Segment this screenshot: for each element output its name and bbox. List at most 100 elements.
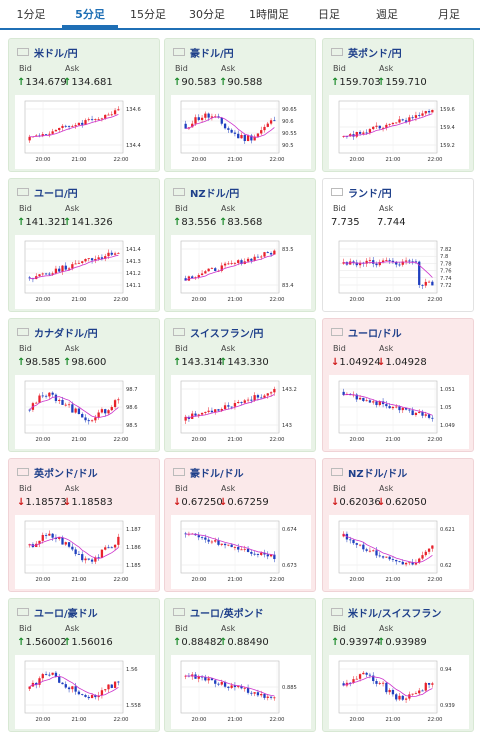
ask-label: Ask: [221, 204, 236, 213]
currency-card[interactable]: ユーロ/英ポンド Bid Ask ↑0.88482 ↑0.88490 0.885 20:00…: [164, 598, 316, 732]
currency-card[interactable]: ランド/円 Bid Ask 7.735 7.744 7.82 7.8 7.78 7.76 7.74…: [322, 178, 474, 312]
candle-body: [368, 260, 372, 261]
currency-pair-link[interactable]: 英ポンド/円: [348, 49, 402, 60]
chart-container[interactable]: 0.94 0.939 20:00 21:00 22:00: [329, 655, 469, 729]
candle-body: [240, 260, 243, 264]
candle-body: [110, 252, 113, 255]
candle-body: [424, 414, 427, 416]
currency-card[interactable]: 米ドル/スイスフラン Bid Ask ↑0.93974 ↑0.93989 0.94 0.93…: [322, 598, 474, 732]
chart-container[interactable]: 143.2 143 20:00 21:00 22:00: [171, 375, 311, 449]
currency-card[interactable]: 豪ドル/ドル Bid Ask ↓0.67250 ↓0.67259 0.674 0.673 20…: [164, 458, 316, 592]
candle-body: [71, 404, 74, 413]
bid-label: Bid: [333, 624, 346, 633]
currency-pair-link[interactable]: 英ポンド/ドル: [34, 469, 98, 480]
tab-timeframe[interactable]: 1分足: [16, 8, 46, 21]
chart-container[interactable]: 90.65 90.6 90.55 90.5 20:00 21:00 22:00: [171, 95, 311, 169]
tab-timeframe[interactable]: 週足: [376, 8, 398, 21]
candle-body: [269, 554, 273, 557]
y-tick-label: 7.74: [440, 276, 452, 282]
currency-pair-link[interactable]: NZドル/円: [190, 189, 240, 200]
chart-container[interactable]: 1.187 1.186 1.185 20:00 21:00 22:00: [15, 515, 155, 589]
candle-body: [260, 256, 263, 258]
currency-pair-link[interactable]: 米ドル/円: [34, 49, 78, 60]
currency-card[interactable]: NZドル/円 Bid Ask ↑83.556 ↑83.568 83.5 83.4 20:00 2…: [164, 178, 316, 312]
x-tick-label: 21:00: [228, 297, 243, 303]
x-tick-label: 20:00: [350, 157, 365, 163]
chart-container[interactable]: 141.4 141.3 141.2 141.1 20:00 21:00 22:00: [15, 235, 155, 309]
candle-body: [204, 113, 207, 118]
currency-card[interactable]: 豪ドル/円 Bid Ask ↑90.583 ↑90.588 90.65 90.6 90.55 9…: [164, 38, 316, 172]
currency-pair-link[interactable]: ユーロ/豪ドル: [34, 609, 98, 620]
chart-container[interactable]: 83.5 83.4 20:00 21:00 22:00: [171, 235, 311, 309]
ask-value: 0.62050: [385, 497, 427, 508]
currency-pair-link[interactable]: スイスフラン/円: [190, 329, 264, 340]
candle-body: [266, 123, 269, 127]
currency-pair-link[interactable]: ユーロ/円: [34, 189, 78, 200]
currency-card[interactable]: ユーロ/円 Bid Ask ↑141.321 ↑141.326 141.4 141.3 141…: [8, 178, 160, 312]
currency-pair-link[interactable]: ユーロ/ドル: [348, 329, 402, 340]
arrow-up-icon: ↑: [331, 637, 340, 648]
currency-card[interactable]: カナダドル/円 Bid Ask ↑98.585 ↑98.600 98.7 98.6 98.5 2…: [8, 318, 160, 452]
tab-timeframe[interactable]: 5分足: [62, 0, 118, 28]
ask-value: 1.04928: [385, 357, 427, 368]
candle-body: [237, 547, 240, 550]
currency-card[interactable]: 英ポンド/円 Bid Ask ↑159.703 ↑159.710 159.6 159.4 15…: [322, 38, 474, 172]
chart-container[interactable]: 159.6 159.4 159.2 20:00 21:00 22:00: [329, 95, 469, 169]
chart-container[interactable]: 134.6 134.4 20:00 21:00 22:00: [15, 95, 155, 169]
candle-body: [269, 392, 273, 394]
currency-pair-link[interactable]: ランド/円: [348, 189, 392, 200]
candle-body: [87, 258, 90, 260]
chart-container[interactable]: 1.051 1.05 1.049 20:00 21:00 22:00: [329, 375, 469, 449]
candle-body: [372, 675, 375, 682]
bid-label: Bid: [19, 204, 32, 213]
candle-body: [194, 117, 197, 124]
chart-container[interactable]: 0.674 0.673 20:00 21:00 22:00: [171, 515, 311, 589]
chart-container[interactable]: 0.621 0.62 20:00 21:00 22:00: [329, 515, 469, 589]
bid-price: ↓0.67250: [173, 497, 223, 508]
chart-container[interactable]: 0.885 20:00 21:00 22:00: [171, 655, 311, 729]
currency-pair-link[interactable]: NZドル/ドル: [348, 469, 408, 480]
chart-container[interactable]: 1.56 1.558 20:00 21:00 22:00: [15, 655, 155, 729]
bid-price: ↑159.703: [331, 77, 381, 88]
candle-body: [250, 399, 253, 401]
candle-body: [207, 410, 210, 412]
currency-pair-link[interactable]: ユーロ/英ポンド: [190, 609, 264, 620]
x-tick-label: 22:00: [428, 577, 443, 583]
tab-timeframe[interactable]: 15分足: [130, 8, 166, 21]
tab-timeframe[interactable]: 月足: [438, 8, 460, 21]
currency-pair-link[interactable]: 豪ドル/ドル: [190, 469, 244, 480]
candle-body: [431, 683, 434, 685]
currency-card[interactable]: NZドル/ドル Bid Ask ↓0.62036 ↓0.62050 0.621 0.62 20…: [322, 458, 474, 592]
tab-timeframe[interactable]: 1時間足: [249, 8, 289, 21]
candle-body: [365, 260, 368, 264]
y-tick-label: 7.8: [440, 254, 448, 260]
tab-timeframe[interactable]: 30分足: [189, 8, 225, 21]
candle-body: [388, 124, 391, 125]
candle-body: [263, 126, 266, 131]
candle-body: [54, 268, 58, 274]
candle-body: [362, 544, 365, 550]
chart-container[interactable]: 7.82 7.8 7.78 7.76 7.74 7.72 20:00 21:00 22:00: [329, 235, 469, 309]
candle-body: [100, 118, 104, 120]
candle-body: [113, 681, 117, 688]
candle-body: [54, 130, 58, 132]
price-chart: 0.621 0.62 20:00 21:00 22:00: [338, 520, 455, 583]
tab-timeframe[interactable]: 日足: [318, 8, 340, 21]
y-tick-label: 90.65: [282, 107, 297, 113]
currency-pair-link[interactable]: 豪ドル/円: [190, 49, 234, 60]
currency-card[interactable]: ユーロ/ドル Bid Ask ↓1.04924 ↓1.04928 1.051 1.05 1.0…: [322, 318, 474, 452]
currency-pair-link[interactable]: 米ドル/スイスフラン: [348, 609, 442, 620]
candle-body: [421, 284, 424, 286]
currency-card[interactable]: スイスフラン/円 Bid Ask ↑143.314 ↑143.330 143.2 143 20…: [164, 318, 316, 452]
candle-body: [81, 413, 84, 418]
chart-container[interactable]: 98.7 98.6 98.5 20:00 21:00 22:00: [15, 375, 155, 449]
currency-card[interactable]: 米ドル/円 Bid Ask ↑134.679 ↑134.681 134.6 134.4 20:…: [8, 38, 160, 172]
candle-body: [81, 122, 84, 125]
arrow-up-icon: ↑: [17, 637, 26, 648]
currency-card[interactable]: ユーロ/豪ドル Bid Ask ↑1.56002 ↑1.56016 1.56 1.558 20…: [8, 598, 160, 732]
candle-body: [256, 395, 260, 398]
flag-gb-icon: [331, 48, 343, 56]
currency-card[interactable]: 英ポンド/ドル Bid Ask ↓1.18573 ↓1.18583 1.187 1.186 1…: [8, 458, 160, 592]
currency-pair-link[interactable]: カナダドル/円: [34, 329, 98, 340]
bid-price: ↑141.321: [17, 217, 67, 228]
